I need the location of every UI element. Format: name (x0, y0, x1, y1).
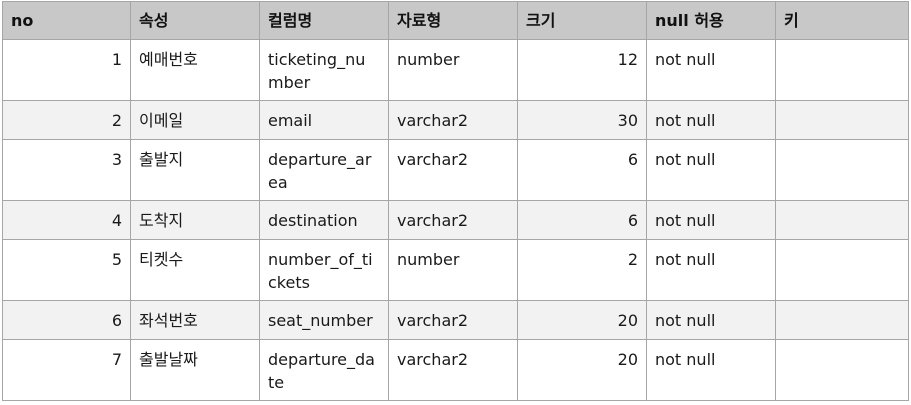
cell-no: 7 (2, 339, 131, 401)
cell-nullable: not null (646, 139, 776, 201)
cell-attribute: 예매번호 (130, 39, 260, 101)
cell-no: 4 (2, 200, 131, 240)
cell-data-type: number (388, 39, 518, 101)
table-row: 6 좌석번호 seat_number varchar2 20 not null (2, 300, 909, 340)
cell-size: 6 (517, 200, 647, 240)
cell-key (775, 300, 909, 340)
table-row: 3 출발지 departure_area varchar2 6 not null (2, 139, 909, 201)
cell-size: 12 (517, 39, 647, 101)
cell-no: 6 (2, 300, 131, 340)
cell-column-name: seat_number (259, 300, 389, 340)
header-data-type: 자료형 (388, 1, 518, 40)
cell-column-name: destination (259, 200, 389, 240)
cell-attribute: 이메일 (130, 100, 260, 140)
table-row: 4 도착지 destination varchar2 6 not null (2, 200, 909, 240)
cell-size: 2 (517, 239, 647, 301)
cell-size: 6 (517, 139, 647, 201)
cell-attribute: 티켓수 (130, 239, 260, 301)
cell-nullable: not null (646, 200, 776, 240)
table-body: 1 예매번호 ticketing_number number 12 not nu… (2, 39, 909, 401)
cell-nullable: not null (646, 239, 776, 301)
cell-attribute: 출발날짜 (130, 339, 260, 401)
cell-column-name: ticketing_number (259, 39, 389, 101)
cell-column-name: number_of_tickets (259, 239, 389, 301)
cell-no: 3 (2, 139, 131, 201)
cell-data-type: varchar2 (388, 339, 518, 401)
cell-size: 20 (517, 339, 647, 401)
cell-no: 2 (2, 100, 131, 140)
cell-key (775, 39, 909, 101)
cell-key (775, 200, 909, 240)
cell-data-type: varchar2 (388, 139, 518, 201)
header-size: 크기 (517, 1, 647, 40)
header-no: no (2, 1, 131, 40)
cell-nullable: not null (646, 300, 776, 340)
cell-nullable: not null (646, 100, 776, 140)
cell-attribute: 좌석번호 (130, 300, 260, 340)
cell-column-name: departure_date (259, 339, 389, 401)
cell-column-name: departure_area (259, 139, 389, 201)
cell-data-type: varchar2 (388, 100, 518, 140)
cell-key (775, 239, 909, 301)
table-row: 7 출발날짜 departure_date varchar2 20 not nu… (2, 339, 909, 401)
cell-data-type: number (388, 239, 518, 301)
cell-data-type: varchar2 (388, 300, 518, 340)
cell-key (775, 339, 909, 401)
table-row: 5 티켓수 number_of_tickets number 2 not nul… (2, 239, 909, 301)
cell-key (775, 139, 909, 201)
table-header: no 속성 컬럼명 자료형 크기 null 허용 키 (2, 1, 909, 40)
header-nullable: null 허용 (646, 1, 776, 40)
cell-attribute: 도착지 (130, 200, 260, 240)
header-column-name: 컬럼명 (259, 1, 389, 40)
header-attribute: 속성 (130, 1, 260, 40)
cell-data-type: varchar2 (388, 200, 518, 240)
cell-no: 5 (2, 239, 131, 301)
cell-key (775, 100, 909, 140)
header-row: no 속성 컬럼명 자료형 크기 null 허용 키 (2, 1, 909, 40)
table-row: 1 예매번호 ticketing_number number 12 not nu… (2, 39, 909, 101)
header-key: 키 (775, 1, 909, 40)
cell-size: 30 (517, 100, 647, 140)
cell-size: 20 (517, 300, 647, 340)
cell-column-name: email (259, 100, 389, 140)
cell-nullable: not null (646, 39, 776, 101)
cell-no: 1 (2, 39, 131, 101)
table-row: 2 이메일 email varchar2 30 not null (2, 100, 909, 140)
cell-nullable: not null (646, 339, 776, 401)
cell-attribute: 출발지 (130, 139, 260, 201)
